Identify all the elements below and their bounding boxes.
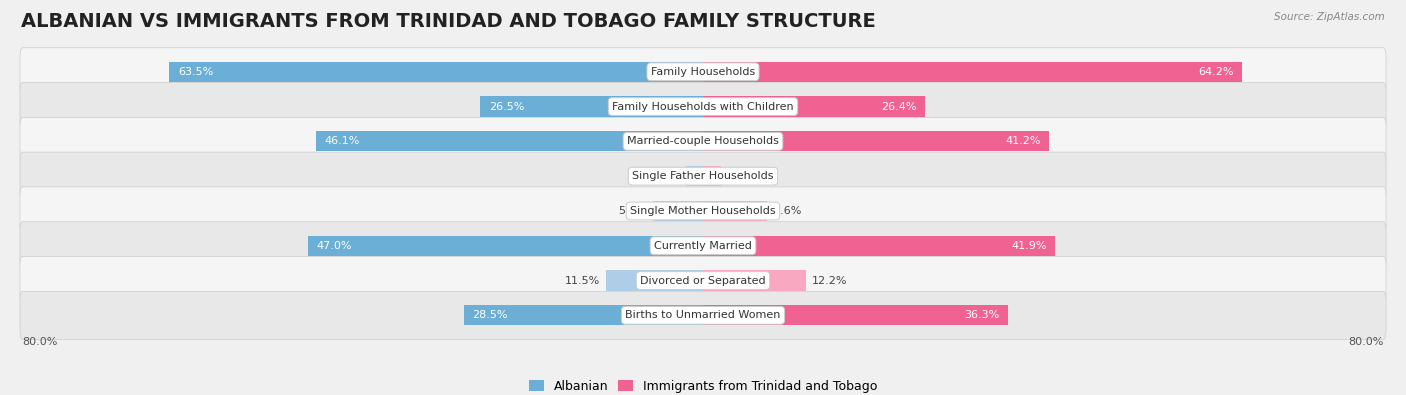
Bar [686,166,703,186]
Bar [654,201,703,221]
Bar [308,236,703,256]
Bar [703,62,1243,82]
Text: Married-couple Households: Married-couple Households [627,136,779,147]
Text: 63.5%: 63.5% [179,67,214,77]
Text: 47.0%: 47.0% [316,241,352,251]
Text: Family Households: Family Households [651,67,755,77]
Text: 28.5%: 28.5% [472,310,508,320]
Text: 5.9%: 5.9% [619,206,647,216]
FancyBboxPatch shape [20,292,1386,339]
Text: 12.2%: 12.2% [813,276,848,286]
Bar [316,131,703,151]
Text: 26.4%: 26.4% [882,102,917,111]
Text: 7.6%: 7.6% [773,206,801,216]
Text: 41.2%: 41.2% [1005,136,1040,147]
Text: Source: ZipAtlas.com: Source: ZipAtlas.com [1274,12,1385,22]
Text: Births to Unmarried Women: Births to Unmarried Women [626,310,780,320]
Text: ALBANIAN VS IMMIGRANTS FROM TRINIDAD AND TOBAGO FAMILY STRUCTURE: ALBANIAN VS IMMIGRANTS FROM TRINIDAD AND… [21,12,876,31]
Text: Family Households with Children: Family Households with Children [612,102,794,111]
Bar [703,201,766,221]
Text: 2.0%: 2.0% [651,171,679,181]
Bar [703,131,1049,151]
Bar [703,305,1008,325]
FancyBboxPatch shape [20,152,1386,200]
Bar [703,166,721,186]
Bar [703,271,806,291]
Bar [703,236,1054,256]
Text: 46.1%: 46.1% [323,136,360,147]
FancyBboxPatch shape [20,48,1386,96]
Bar [481,96,703,117]
Text: 41.9%: 41.9% [1011,241,1046,251]
Bar [170,62,703,82]
Text: 36.3%: 36.3% [965,310,1000,320]
FancyBboxPatch shape [20,222,1386,270]
FancyBboxPatch shape [20,83,1386,131]
Bar [464,305,703,325]
Bar [703,96,925,117]
Text: 26.5%: 26.5% [489,102,524,111]
Text: Currently Married: Currently Married [654,241,752,251]
FancyBboxPatch shape [20,256,1386,305]
Text: 64.2%: 64.2% [1198,67,1234,77]
Text: 80.0%: 80.0% [1348,337,1384,347]
Text: 80.0%: 80.0% [22,337,58,347]
Legend: Albanian, Immigrants from Trinidad and Tobago: Albanian, Immigrants from Trinidad and T… [523,375,883,395]
Text: Single Mother Households: Single Mother Households [630,206,776,216]
Text: 11.5%: 11.5% [564,276,599,286]
FancyBboxPatch shape [20,117,1386,166]
Text: Single Father Households: Single Father Households [633,171,773,181]
FancyBboxPatch shape [20,187,1386,235]
Text: 2.2%: 2.2% [728,171,756,181]
Text: Divorced or Separated: Divorced or Separated [640,276,766,286]
Bar [606,271,703,291]
